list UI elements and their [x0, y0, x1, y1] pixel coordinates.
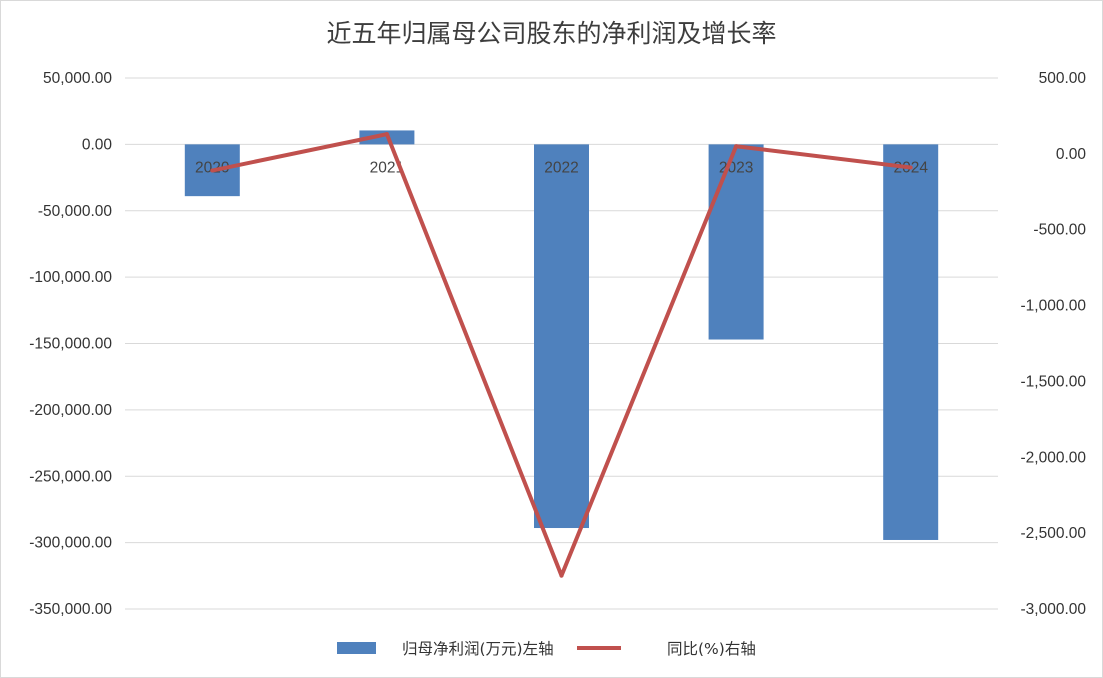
left-tick-label: -100,000.00 — [29, 269, 112, 286]
line-layer — [210, 132, 913, 578]
category-label: 2021 — [370, 159, 404, 176]
legend: 归母净利润(万元)左轴 同比(%)右轴 — [337, 640, 756, 658]
line-point — [210, 168, 215, 173]
left-tick-label: -300,000.00 — [29, 535, 112, 552]
category-label: 2020 — [195, 159, 230, 176]
line-point — [908, 165, 913, 170]
left-tick-label: -150,000.00 — [29, 336, 112, 353]
legend-label-bar: 归母净利润(万元)左轴 — [402, 640, 554, 658]
right-tick-label: -2,000.00 — [1021, 449, 1087, 466]
bars-layer — [184, 130, 939, 540]
right-tick-label: -2,500.00 — [1021, 525, 1087, 542]
right-axis: 500.00 0.00 -500.00 -1,000.00 -1,500.00 -2,00… — [1021, 70, 1087, 618]
bar-2023 — [708, 144, 764, 340]
right-tick-label: -500.00 — [1033, 222, 1086, 239]
line-point — [559, 573, 564, 578]
bar-2024 — [883, 144, 939, 540]
category-labels: 20202021202220232024 — [195, 159, 928, 176]
left-tick-label: -350,000.00 — [29, 601, 112, 618]
bar-2022 — [534, 144, 589, 529]
left-tick-label: -250,000.00 — [29, 468, 112, 485]
left-tick-label: -200,000.00 — [29, 402, 112, 419]
line-point — [384, 132, 389, 137]
right-tick-label: -1,500.00 — [1021, 373, 1087, 390]
category-label: 2022 — [544, 159, 578, 176]
legend-label-line: 同比(%)右轴 — [667, 640, 756, 658]
line-point — [734, 144, 739, 149]
right-tick-label: 0.00 — [1056, 146, 1087, 163]
right-tick-label: 500.00 — [1039, 70, 1087, 87]
left-tick-label: -50,000.00 — [38, 203, 112, 220]
left-tick-label: 0.00 — [82, 136, 113, 153]
right-tick-label: -3,000.00 — [1021, 601, 1087, 618]
chart-title: 近五年归属母公司股东的净利润及增长率 — [326, 19, 777, 48]
right-tick-label: -1,000.00 — [1021, 298, 1087, 315]
legend-swatch-bar — [337, 642, 376, 654]
left-tick-label: 50,000.00 — [43, 70, 112, 87]
left-axis: 50,000.00 0.00 -50,000.00 -100,000.00 -150,0… — [29, 70, 112, 618]
